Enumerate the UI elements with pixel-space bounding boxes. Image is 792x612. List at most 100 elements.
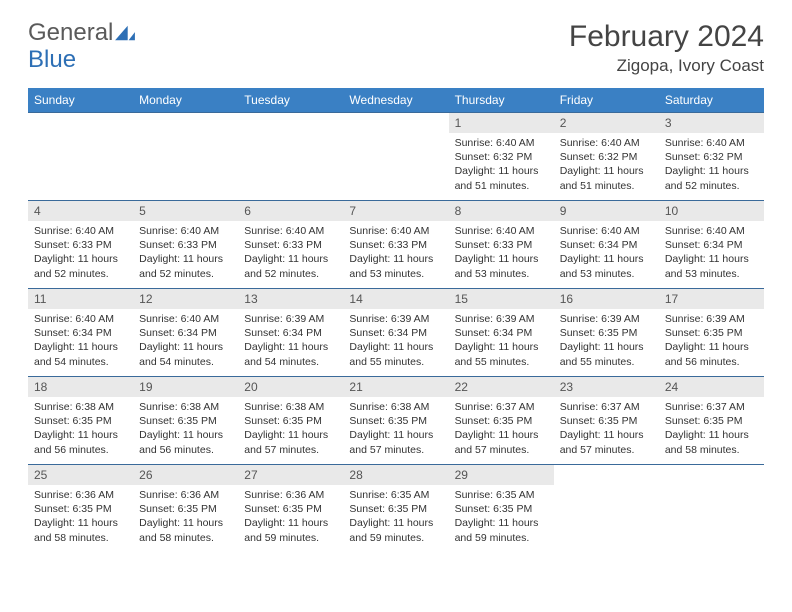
weekday-header: Thursday xyxy=(449,88,554,113)
day-info: Sunrise: 6:40 AMSunset: 6:34 PMDaylight:… xyxy=(28,309,133,375)
day-info: Sunrise: 6:40 AMSunset: 6:32 PMDaylight:… xyxy=(554,133,659,199)
logo-text-general: General xyxy=(28,19,113,46)
calendar-day-cell: 29Sunrise: 6:35 AMSunset: 6:35 PMDayligh… xyxy=(449,465,554,553)
day-info: Sunrise: 6:37 AMSunset: 6:35 PMDaylight:… xyxy=(554,397,659,463)
day-info: Sunrise: 6:39 AMSunset: 6:34 PMDaylight:… xyxy=(238,309,343,375)
calendar-day-cell: 6Sunrise: 6:40 AMSunset: 6:33 PMDaylight… xyxy=(238,201,343,289)
logo-sail-icon xyxy=(115,22,135,47)
calendar-day-cell xyxy=(28,113,133,201)
day-info: Sunrise: 6:38 AMSunset: 6:35 PMDaylight:… xyxy=(133,397,238,463)
weekday-header: Monday xyxy=(133,88,238,113)
day-number: 16 xyxy=(554,289,659,309)
calendar-day-cell: 20Sunrise: 6:38 AMSunset: 6:35 PMDayligh… xyxy=(238,377,343,465)
day-number: 28 xyxy=(343,465,448,485)
calendar-week-row: 4Sunrise: 6:40 AMSunset: 6:33 PMDaylight… xyxy=(28,201,764,289)
month-title: February 2024 xyxy=(569,20,764,54)
day-info: Sunrise: 6:38 AMSunset: 6:35 PMDaylight:… xyxy=(28,397,133,463)
day-info: Sunrise: 6:37 AMSunset: 6:35 PMDaylight:… xyxy=(449,397,554,463)
calendar-day-cell: 26Sunrise: 6:36 AMSunset: 6:35 PMDayligh… xyxy=(133,465,238,553)
calendar-day-cell: 19Sunrise: 6:38 AMSunset: 6:35 PMDayligh… xyxy=(133,377,238,465)
weekday-header: Wednesday xyxy=(343,88,448,113)
day-number: 9 xyxy=(554,201,659,221)
day-number: 15 xyxy=(449,289,554,309)
day-info: Sunrise: 6:40 AMSunset: 6:33 PMDaylight:… xyxy=(343,221,448,287)
day-number: 7 xyxy=(343,201,448,221)
calendar-day-cell xyxy=(133,113,238,201)
day-number: 4 xyxy=(28,201,133,221)
day-info: Sunrise: 6:40 AMSunset: 6:33 PMDaylight:… xyxy=(238,221,343,287)
calendar-day-cell: 14Sunrise: 6:39 AMSunset: 6:34 PMDayligh… xyxy=(343,289,448,377)
day-info: Sunrise: 6:39 AMSunset: 6:34 PMDaylight:… xyxy=(343,309,448,375)
calendar-day-cell: 4Sunrise: 6:40 AMSunset: 6:33 PMDaylight… xyxy=(28,201,133,289)
calendar-day-cell: 11Sunrise: 6:40 AMSunset: 6:34 PMDayligh… xyxy=(28,289,133,377)
day-number: 6 xyxy=(238,201,343,221)
calendar-day-cell xyxy=(238,113,343,201)
day-number: 3 xyxy=(659,113,764,133)
calendar-day-cell: 16Sunrise: 6:39 AMSunset: 6:35 PMDayligh… xyxy=(554,289,659,377)
day-info: Sunrise: 6:38 AMSunset: 6:35 PMDaylight:… xyxy=(343,397,448,463)
calendar-day-cell: 22Sunrise: 6:37 AMSunset: 6:35 PMDayligh… xyxy=(449,377,554,465)
day-info: Sunrise: 6:39 AMSunset: 6:35 PMDaylight:… xyxy=(659,309,764,375)
logo: GeneralBlue xyxy=(28,20,135,72)
day-number: 2 xyxy=(554,113,659,133)
calendar-day-cell: 17Sunrise: 6:39 AMSunset: 6:35 PMDayligh… xyxy=(659,289,764,377)
calendar-body: 1Sunrise: 6:40 AMSunset: 6:32 PMDaylight… xyxy=(28,113,764,553)
day-info: Sunrise: 6:35 AMSunset: 6:35 PMDaylight:… xyxy=(343,485,448,551)
location: Zigopa, Ivory Coast xyxy=(569,56,764,76)
logo-text-blue: Blue xyxy=(28,46,76,73)
calendar-day-cell: 7Sunrise: 6:40 AMSunset: 6:33 PMDaylight… xyxy=(343,201,448,289)
day-number: 25 xyxy=(28,465,133,485)
calendar-week-row: 11Sunrise: 6:40 AMSunset: 6:34 PMDayligh… xyxy=(28,289,764,377)
day-info: Sunrise: 6:40 AMSunset: 6:32 PMDaylight:… xyxy=(449,133,554,199)
day-info: Sunrise: 6:35 AMSunset: 6:35 PMDaylight:… xyxy=(449,485,554,551)
day-number: 21 xyxy=(343,377,448,397)
calendar-day-cell: 25Sunrise: 6:36 AMSunset: 6:35 PMDayligh… xyxy=(28,465,133,553)
calendar-day-cell: 24Sunrise: 6:37 AMSunset: 6:35 PMDayligh… xyxy=(659,377,764,465)
page-header: GeneralBlue February 2024 Zigopa, Ivory … xyxy=(28,20,764,76)
day-number: 27 xyxy=(238,465,343,485)
day-number: 5 xyxy=(133,201,238,221)
calendar-day-cell xyxy=(343,113,448,201)
weekday-header: Tuesday xyxy=(238,88,343,113)
day-number: 17 xyxy=(659,289,764,309)
calendar-day-cell: 3Sunrise: 6:40 AMSunset: 6:32 PMDaylight… xyxy=(659,113,764,201)
day-info: Sunrise: 6:39 AMSunset: 6:34 PMDaylight:… xyxy=(449,309,554,375)
weekday-header: Saturday xyxy=(659,88,764,113)
calendar-week-row: 25Sunrise: 6:36 AMSunset: 6:35 PMDayligh… xyxy=(28,465,764,553)
day-number: 18 xyxy=(28,377,133,397)
day-number: 23 xyxy=(554,377,659,397)
day-number: 10 xyxy=(659,201,764,221)
calendar-week-row: 1Sunrise: 6:40 AMSunset: 6:32 PMDaylight… xyxy=(28,113,764,201)
calendar-day-cell: 18Sunrise: 6:38 AMSunset: 6:35 PMDayligh… xyxy=(28,377,133,465)
day-number: 1 xyxy=(449,113,554,133)
day-number: 13 xyxy=(238,289,343,309)
calendar-day-cell: 10Sunrise: 6:40 AMSunset: 6:34 PMDayligh… xyxy=(659,201,764,289)
calendar-day-cell: 8Sunrise: 6:40 AMSunset: 6:33 PMDaylight… xyxy=(449,201,554,289)
day-info: Sunrise: 6:37 AMSunset: 6:35 PMDaylight:… xyxy=(659,397,764,463)
calendar-day-cell: 15Sunrise: 6:39 AMSunset: 6:34 PMDayligh… xyxy=(449,289,554,377)
day-info: Sunrise: 6:40 AMSunset: 6:32 PMDaylight:… xyxy=(659,133,764,199)
weekday-header-row: SundayMondayTuesdayWednesdayThursdayFrid… xyxy=(28,88,764,113)
day-info: Sunrise: 6:36 AMSunset: 6:35 PMDaylight:… xyxy=(133,485,238,551)
day-info: Sunrise: 6:36 AMSunset: 6:35 PMDaylight:… xyxy=(238,485,343,551)
day-number: 20 xyxy=(238,377,343,397)
calendar-day-cell: 2Sunrise: 6:40 AMSunset: 6:32 PMDaylight… xyxy=(554,113,659,201)
day-number: 19 xyxy=(133,377,238,397)
day-number: 8 xyxy=(449,201,554,221)
day-info: Sunrise: 6:40 AMSunset: 6:33 PMDaylight:… xyxy=(28,221,133,287)
calendar-day-cell xyxy=(554,465,659,553)
day-number: 24 xyxy=(659,377,764,397)
weekday-header: Sunday xyxy=(28,88,133,113)
calendar-day-cell: 1Sunrise: 6:40 AMSunset: 6:32 PMDaylight… xyxy=(449,113,554,201)
calendar-table: SundayMondayTuesdayWednesdayThursdayFrid… xyxy=(28,88,764,553)
weekday-header: Friday xyxy=(554,88,659,113)
calendar-day-cell: 13Sunrise: 6:39 AMSunset: 6:34 PMDayligh… xyxy=(238,289,343,377)
calendar-day-cell: 12Sunrise: 6:40 AMSunset: 6:34 PMDayligh… xyxy=(133,289,238,377)
day-info: Sunrise: 6:40 AMSunset: 6:34 PMDaylight:… xyxy=(133,309,238,375)
day-number: 11 xyxy=(28,289,133,309)
calendar-day-cell: 9Sunrise: 6:40 AMSunset: 6:34 PMDaylight… xyxy=(554,201,659,289)
day-number: 14 xyxy=(343,289,448,309)
day-number: 29 xyxy=(449,465,554,485)
day-info: Sunrise: 6:38 AMSunset: 6:35 PMDaylight:… xyxy=(238,397,343,463)
day-info: Sunrise: 6:40 AMSunset: 6:34 PMDaylight:… xyxy=(659,221,764,287)
